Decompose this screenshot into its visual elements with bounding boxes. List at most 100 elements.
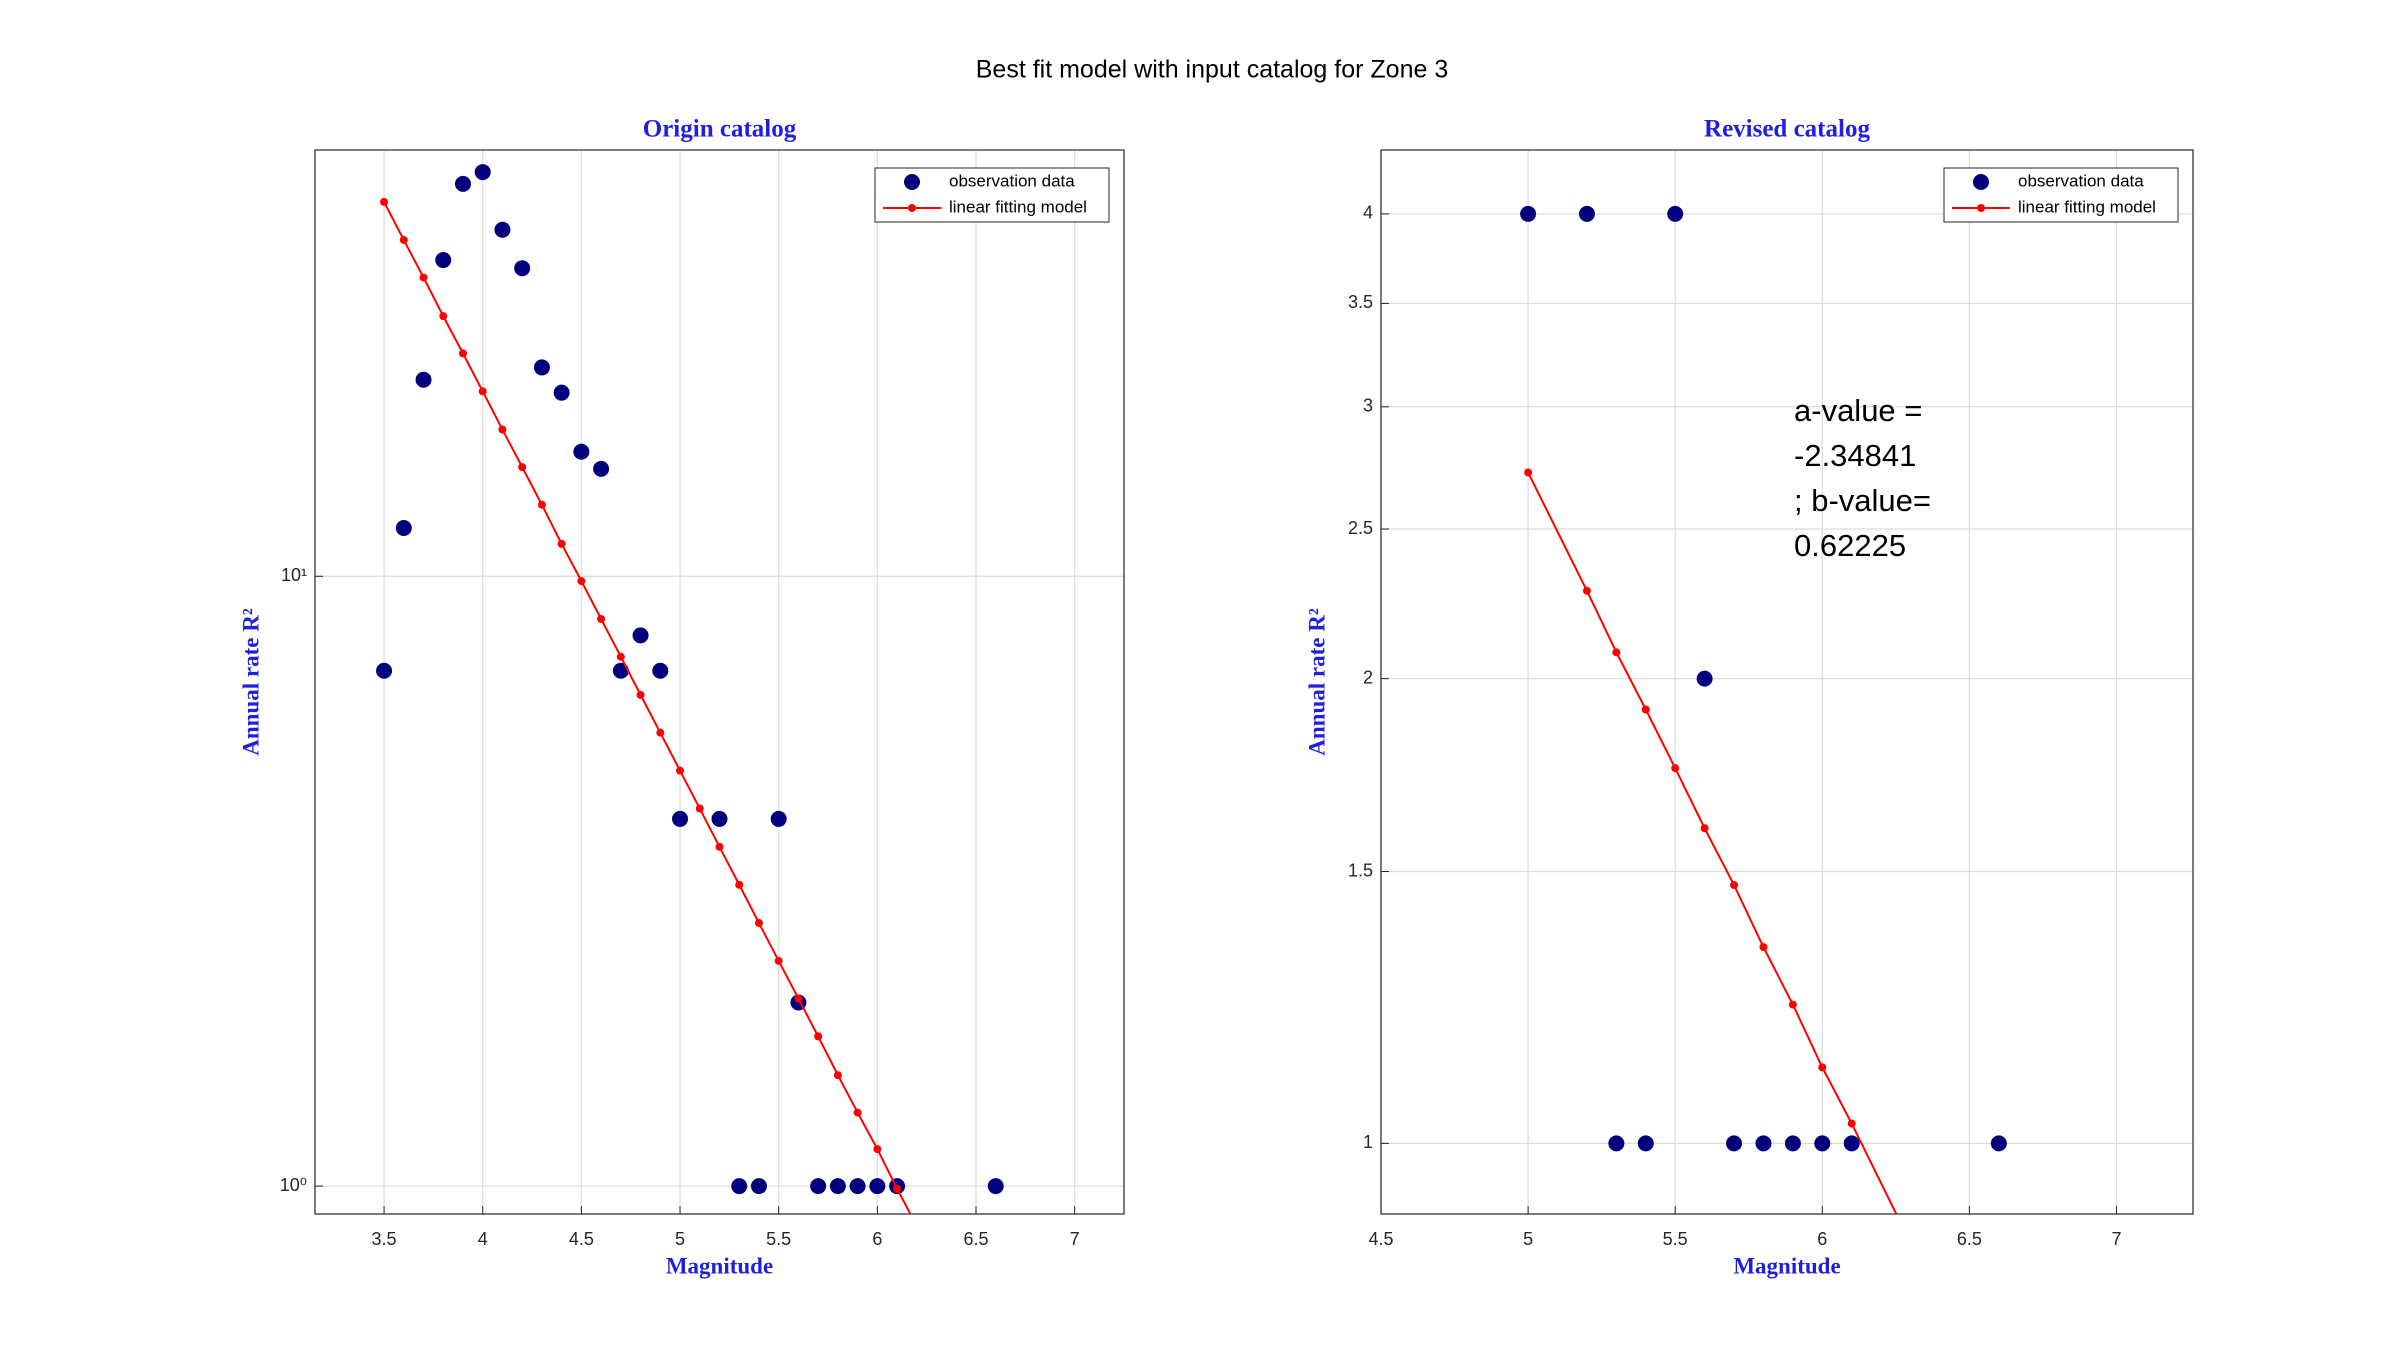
fit-point	[380, 197, 389, 206]
figure-title: Best fit model with input catalog for Zo…	[976, 56, 1448, 84]
fit-point	[557, 539, 566, 548]
fit-point	[1730, 881, 1739, 890]
x-tick-label: 4.5	[1368, 1229, 1393, 1249]
plot-title: Origin catalog	[643, 116, 797, 143]
observation-point	[376, 662, 393, 679]
fit-point	[478, 387, 487, 396]
x-tick-label: 4	[478, 1229, 488, 1249]
legend-label: linear fitting model	[949, 197, 1087, 216]
fit-point	[676, 766, 685, 775]
observation-point	[494, 221, 511, 238]
y-axis-label: Annual rate R²	[1304, 608, 1329, 756]
fit-point	[498, 425, 507, 434]
x-tick-label: 7	[2111, 1229, 2121, 1249]
fit-point	[1759, 943, 1768, 952]
observation-point	[395, 519, 412, 536]
fit-point	[1524, 468, 1533, 477]
annotation: a-value =	[1794, 393, 1922, 428]
observation-point	[731, 1178, 748, 1195]
fit-point	[419, 273, 428, 282]
observation-point	[514, 260, 531, 277]
observation-point	[987, 1178, 1004, 1195]
plot: 4.5 5 5.5 6 6.5 7 1 1.5 2 2.5 3 3.5 4 Revised catalog…	[1304, 116, 2194, 1278]
observation-point	[435, 252, 452, 269]
fit-point	[616, 652, 625, 661]
annotation: 0.62225	[1794, 528, 1906, 563]
observation-point	[1608, 1135, 1625, 1152]
fit-point	[735, 880, 744, 889]
x-tick-label: 6	[872, 1229, 882, 1249]
x-tick-label: 4.5	[569, 1229, 594, 1249]
observation-point	[1784, 1135, 1801, 1152]
y-axis-label: Annual rate R²	[238, 608, 263, 756]
legend-label: observation data	[949, 171, 1075, 190]
x-tick-label: 5.5	[766, 1229, 791, 1249]
x-axis-label: Magnitude	[1733, 1253, 1840, 1278]
fit-point	[656, 728, 665, 737]
y-tick-label: 4	[1363, 203, 1373, 223]
fit-point	[1582, 586, 1591, 595]
fit-point	[439, 312, 448, 321]
x-tick-label: 6	[1817, 1229, 1827, 1249]
fit-point	[715, 842, 724, 851]
axes-box	[314, 149, 1125, 1215]
data-layer	[376, 164, 1004, 1230]
observation-point	[1696, 670, 1713, 687]
plot-title: Revised catalog	[1704, 116, 1870, 143]
legend: observation data linear fitting model	[1943, 167, 2179, 223]
axes-box	[1380, 149, 2194, 1215]
fit-point	[577, 577, 586, 586]
fit-point	[1700, 824, 1709, 833]
observation-point	[869, 1178, 886, 1195]
fit-point	[754, 919, 763, 928]
observation-point	[672, 810, 689, 827]
observation-point	[711, 810, 728, 827]
x-tick-label: 3.5	[372, 1229, 397, 1249]
observation-point	[810, 1178, 827, 1195]
y-tick-label: 3.5	[1348, 292, 1373, 312]
x-tick-label: 6.5	[963, 1229, 988, 1249]
fit-point	[1818, 1063, 1827, 1072]
observation-point	[770, 810, 787, 827]
fit-point	[597, 614, 606, 623]
observation-point	[1520, 205, 1537, 222]
observation-point	[474, 164, 491, 181]
observation-point	[415, 371, 432, 388]
observation-point	[533, 359, 550, 376]
observation-point	[1990, 1135, 2007, 1152]
annotation: -2.34841	[1794, 438, 1916, 473]
fit-point	[1612, 648, 1621, 657]
legend-marker	[904, 174, 920, 190]
legend-marker	[1977, 204, 1985, 212]
observation-point	[1637, 1135, 1654, 1152]
y-tick-label: 1.5	[1348, 860, 1373, 880]
y-tick-label: 2	[1363, 667, 1373, 687]
fit-point	[913, 1222, 921, 1230]
x-tick-label: 6.5	[1957, 1229, 1982, 1249]
fit-line	[383, 201, 912, 1214]
observation-point	[652, 662, 669, 679]
fit-point	[853, 1108, 862, 1117]
observation-point	[612, 662, 629, 679]
observation-point	[849, 1178, 866, 1195]
legend-label: observation data	[2018, 171, 2144, 190]
fit-point	[1671, 764, 1680, 773]
fit-point	[794, 994, 803, 1003]
legend-label: linear fitting model	[2018, 197, 2156, 216]
fit-point	[1847, 1119, 1856, 1128]
fit-line	[1527, 472, 1898, 1214]
fit-point	[774, 956, 783, 965]
legend-marker	[908, 204, 916, 212]
y-tick-label: 1	[1363, 1132, 1373, 1152]
fit-point	[518, 463, 527, 472]
fit-point	[814, 1032, 823, 1041]
x-axis-label: Magnitude	[666, 1253, 773, 1278]
legend: observation data linear fitting model	[874, 167, 1110, 223]
fit-point	[537, 500, 546, 509]
observation-point	[829, 1178, 846, 1195]
observation-point	[1667, 205, 1684, 222]
observation-point	[593, 460, 610, 477]
fit-point	[893, 1184, 902, 1193]
y-tick-label: 3	[1363, 396, 1373, 416]
